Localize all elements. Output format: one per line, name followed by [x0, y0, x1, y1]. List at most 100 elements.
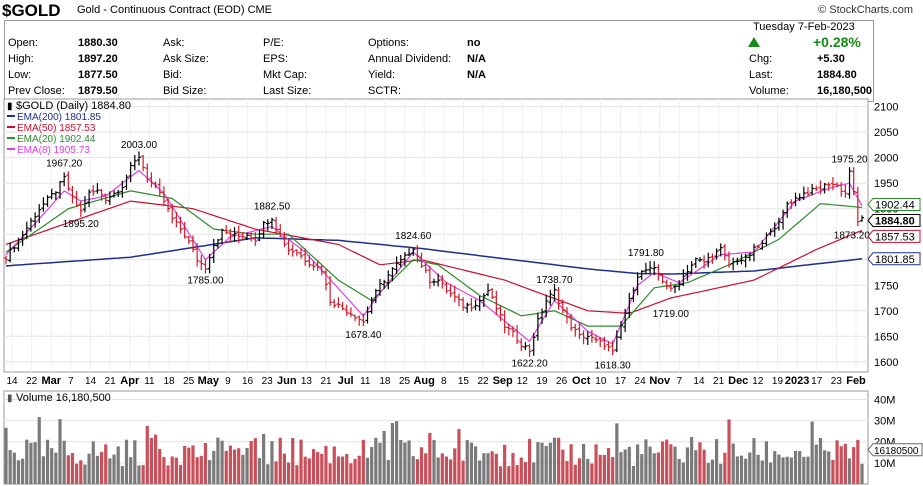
volume-bar-91 — [382, 430, 386, 484]
volume-bar-67 — [282, 453, 287, 484]
volume-bar-142 — [594, 444, 598, 484]
x-tick-24-32: 24 — [635, 376, 647, 387]
quote-col1-label-open: Open: — [8, 37, 38, 49]
value-tag-2 — [867, 229, 921, 243]
volume-bar-185 — [773, 451, 777, 484]
x-tick-12-38: 12 — [752, 376, 764, 387]
volume-bar-189 — [789, 457, 793, 484]
volume-bar-183 — [764, 441, 769, 484]
volume-bar-132 — [552, 437, 557, 484]
volume-bar-14 — [62, 440, 66, 484]
volume-bar-204 — [852, 447, 856, 484]
x-tick-19-27: 19 — [536, 376, 548, 387]
x-tick-sep-25: Sep — [493, 375, 513, 387]
y-tick-2000: 2000 — [874, 153, 898, 165]
volume-bar-48 — [203, 442, 208, 484]
quote-col3-label-mkt-cap: Mkt Cap: — [263, 69, 308, 81]
volume-legend-label: Volume 16,180,500 — [16, 392, 111, 404]
volume-bar-184 — [768, 462, 773, 484]
volume-bar-107 — [449, 459, 453, 484]
volume-bar-0 — [4, 427, 8, 484]
volume-bar-3 — [16, 460, 21, 484]
volume-bar-181 — [756, 454, 760, 484]
quote-col5-label-last: Last: — [749, 69, 773, 81]
volume-bar-62 — [262, 434, 266, 484]
x-tick-18-8: 18 — [163, 376, 175, 387]
volume-bar-6 — [29, 442, 33, 484]
x-tick-dec-37: Dec — [728, 375, 748, 387]
legend-ema-1: EMA(200) 1801.85 — [17, 112, 101, 123]
volume-bar-113 — [473, 446, 478, 484]
volume-bar-92 — [386, 459, 390, 484]
volume-bar-80 — [336, 456, 341, 484]
annotation-1622-20: 1622.20 — [511, 358, 548, 369]
volume-bar-102 — [428, 432, 432, 484]
volume-bar-143 — [598, 454, 602, 484]
x-tick-17-41: 17 — [811, 376, 823, 387]
vol-tick-30m: 30M — [874, 416, 895, 428]
x-tick-feb-43: Feb — [846, 375, 866, 387]
annotation-1738-70: 1738.70 — [536, 275, 573, 286]
volume-bar-28 — [120, 466, 124, 484]
quote-col4-label-options: Options: — [368, 37, 409, 49]
volume-bar-76 — [320, 453, 324, 484]
volume-bar-177 — [739, 455, 744, 484]
volume-bar-200 — [835, 440, 839, 484]
volume-bar-117 — [490, 451, 494, 484]
volume-bar-186 — [777, 454, 781, 484]
x-tick-jul-17: Jul — [338, 375, 354, 387]
quote-col4-value-options: no — [467, 37, 481, 49]
volume-bar-38 — [162, 457, 166, 484]
x-tick-apr-6: Apr — [120, 375, 140, 387]
instrument-full-name: Gold - Continuous Contract (EOD) — [77, 4, 245, 16]
volume-bar-59 — [249, 440, 253, 484]
volume-bar-86 — [361, 439, 365, 484]
volume-bar-167 — [698, 442, 702, 484]
volume-bar-197 — [823, 450, 827, 484]
quote-col1-label-prev-close: Prev Close: — [8, 85, 65, 97]
legend-ema-4: EMA(8) 1905.73 — [17, 145, 90, 156]
volume-bar-126 — [527, 438, 532, 484]
x-tick-22-24: 22 — [478, 376, 490, 387]
volume-bar-199 — [831, 459, 835, 484]
annotation-1873-20: 1873.20 — [834, 230, 871, 241]
volume-bar-144 — [602, 455, 606, 484]
volume-bar-64 — [270, 441, 274, 484]
quote-col1-label-low: Low: — [8, 69, 32, 81]
volume-bar-153 — [640, 454, 644, 484]
volume-bar-120 — [503, 444, 507, 484]
x-tick-aug-21: Aug — [413, 375, 434, 387]
y-tick-1750: 1750 — [874, 280, 898, 292]
volume-bar-180 — [752, 438, 756, 484]
volume-bar-163 — [681, 462, 685, 484]
volume-bar-72 — [303, 456, 307, 484]
volume-bar-56 — [237, 448, 241, 484]
volume-bar-205 — [856, 439, 860, 484]
volume-bar-121 — [507, 466, 511, 484]
volume-bar-87 — [365, 457, 370, 484]
quote-col4-label-sctr: SCTR: — [368, 85, 401, 97]
volume-bar-5 — [25, 439, 29, 484]
quote-col5-label-volume: Volume: — [749, 85, 789, 97]
y-tick-1700: 1700 — [874, 306, 898, 318]
volume-bar-101 — [424, 453, 428, 484]
x-tick-oct-29: Oct — [572, 375, 591, 387]
vol-tick-40m: 40M — [874, 394, 895, 406]
volume-bar-116 — [486, 453, 490, 484]
volume-bar-165 — [690, 436, 694, 484]
legend-price: $GOLD (Daily) 1884.80 — [16, 100, 131, 112]
volume-bar-45 — [191, 445, 195, 484]
volume-bar-109 — [457, 429, 461, 484]
y-tick-1650: 1650 — [874, 331, 898, 343]
x-tick-21-16: 21 — [320, 376, 332, 387]
volume-bar-96 — [403, 442, 407, 484]
volume-bar-46 — [195, 457, 199, 484]
x-tick-26-28: 26 — [556, 376, 568, 387]
quote-col3-label-last-size: Last Size: — [263, 85, 312, 97]
quote-col1-value-open: 1880.30 — [78, 37, 118, 49]
volume-legend-icon: ▮ — [7, 393, 13, 404]
volume-bar-127 — [532, 462, 536, 484]
volume-bar-52 — [220, 440, 224, 484]
volume-bar-24 — [104, 444, 108, 484]
